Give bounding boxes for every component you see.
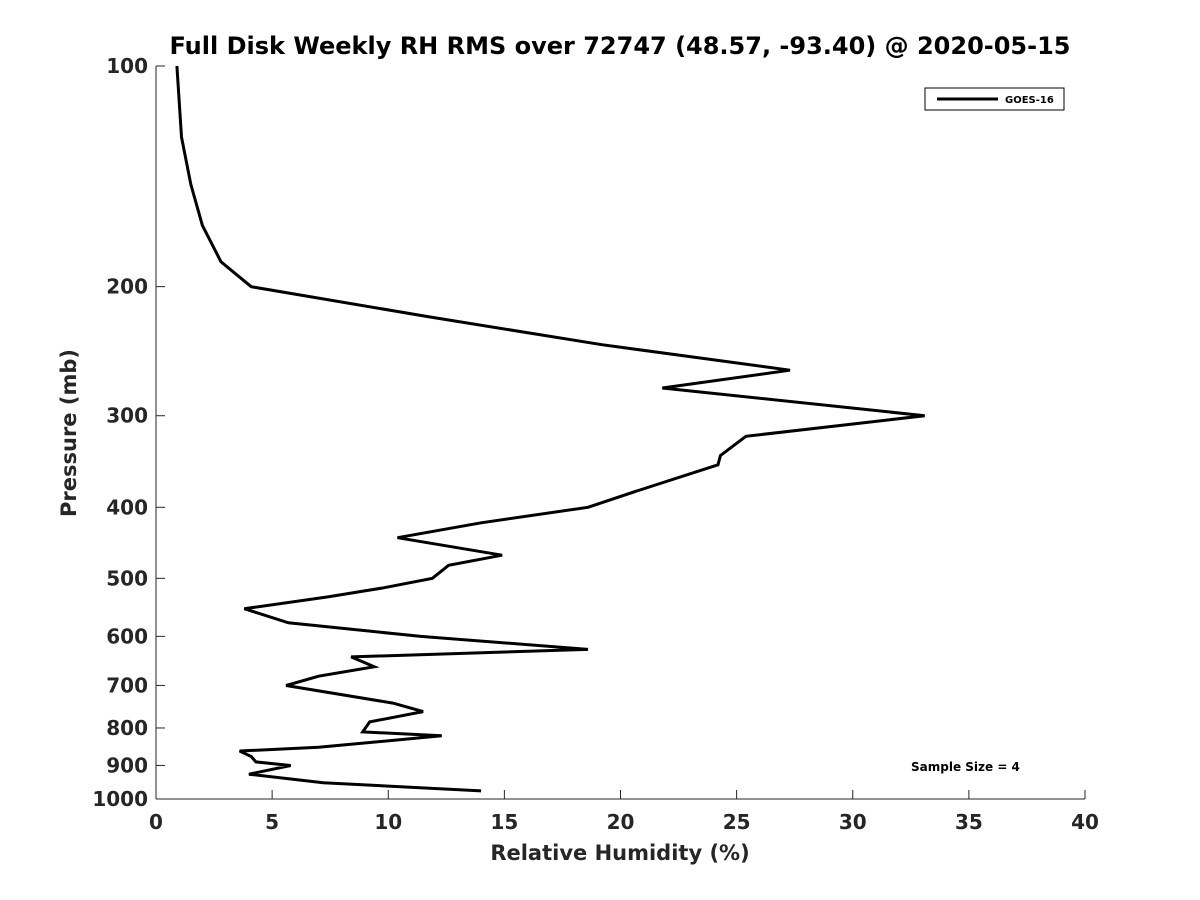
x-tick-label: 5 xyxy=(265,810,279,834)
chart-title: Full Disk Weekly RH RMS over 72747 (48.5… xyxy=(169,32,1070,60)
y-tick-label: 300 xyxy=(106,404,148,428)
x-axis-label: Relative Humidity (%) xyxy=(490,841,749,865)
x-tick-label: 10 xyxy=(374,810,402,834)
x-axis: 0 5 10 15 20 25 30 35 40 xyxy=(149,790,1099,834)
y-tick-label: 200 xyxy=(106,275,148,299)
y-tick-label: 500 xyxy=(106,566,148,590)
x-tick-label: 15 xyxy=(490,810,518,834)
y-axis-label: Pressure (mb) xyxy=(57,349,81,517)
y-tick-label: 100 xyxy=(106,54,148,78)
x-tick-label: 40 xyxy=(1071,810,1099,834)
series-line-goes-16 xyxy=(175,65,925,793)
x-tick-label: 35 xyxy=(955,810,983,834)
x-tick-label: 20 xyxy=(607,810,635,834)
y-tick-label: 1000 xyxy=(92,787,148,811)
y-tick-label: 800 xyxy=(106,716,148,740)
sample-size-annotation: Sample Size = 4 xyxy=(911,760,1020,774)
y-axis: 100 200 300 400 500 600 700 800 900 1000 xyxy=(92,54,165,811)
y-tick-label: 700 xyxy=(106,673,148,697)
x-tick-label: 25 xyxy=(723,810,751,834)
y-tick-label: 400 xyxy=(106,495,148,519)
plot-area xyxy=(175,65,925,793)
x-tick-label: 30 xyxy=(839,810,867,834)
legend-label: GOES-16 xyxy=(1005,95,1054,106)
legend: GOES-16 xyxy=(924,87,1065,111)
x-tick-label: 0 xyxy=(149,810,163,834)
y-tick-label: 900 xyxy=(106,753,148,777)
y-tick-label: 600 xyxy=(106,624,148,648)
